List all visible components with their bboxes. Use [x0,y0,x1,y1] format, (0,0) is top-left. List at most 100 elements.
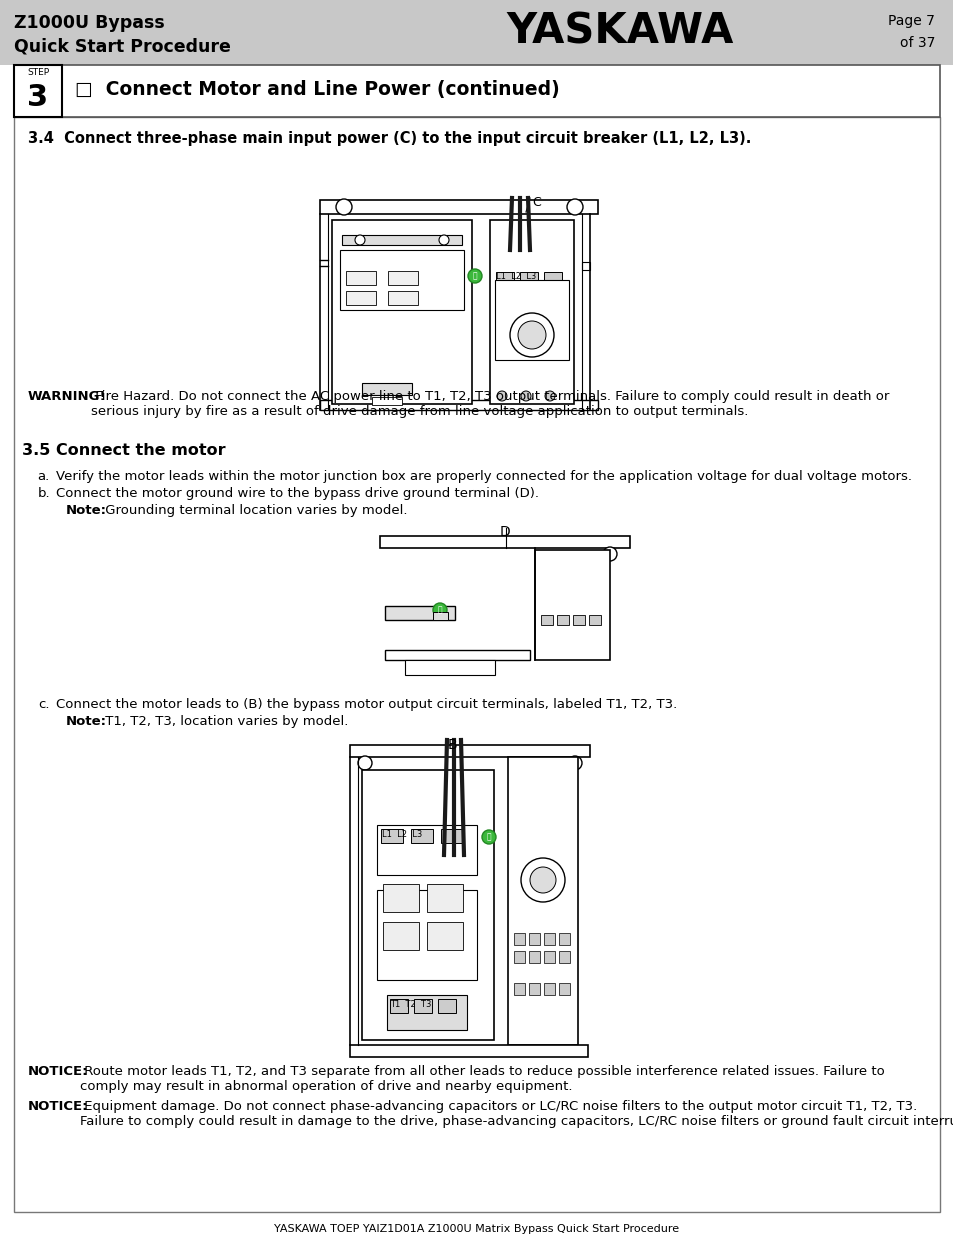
Text: Route motor leads T1, T2, and T3 separate from all other leads to reduce possibl: Route motor leads T1, T2, and T3 separat… [80,1065,883,1093]
Bar [319,200,598,214]
Bar [388,291,417,305]
Bar [405,659,495,676]
Bar [440,829,462,844]
Text: Equipment damage. Do not connect phase-advancing capacitors or LC/RC noise filte: Equipment damage. Do not connect phase-a… [80,1100,953,1128]
Text: 3: 3 [28,83,49,112]
Bar [581,262,589,270]
Text: NOTICE:: NOTICE: [28,1065,89,1078]
Bar [543,983,555,995]
Bar [519,272,537,284]
Bar [558,951,569,963]
Text: YASKAWA: YASKAWA [506,11,733,53]
Bar [385,606,455,620]
Bar [507,757,578,1045]
Bar [588,615,600,625]
Bar [339,249,463,310]
Circle shape [520,858,564,902]
Bar [529,951,539,963]
Text: L1  L2  L3: L1 L2 L3 [381,830,422,839]
Bar [387,995,467,1030]
Bar [319,400,598,410]
Text: Page 7: Page 7 [887,14,934,28]
Bar [543,272,561,284]
Bar [0,0,953,65]
Bar [14,65,62,117]
Circle shape [517,321,545,350]
Circle shape [355,235,365,245]
Circle shape [357,756,372,769]
Text: T1, T2, T3, location varies by model.: T1, T2, T3, location varies by model. [101,715,348,727]
Bar [385,650,530,659]
Text: STEP: STEP [27,68,49,77]
Bar [514,983,524,995]
Text: c.: c. [38,698,50,711]
Text: Verify the motor leads within the motor junction box are properly connected for : Verify the motor leads within the motor … [56,471,911,483]
Bar [372,396,401,405]
Bar [558,932,569,945]
Circle shape [520,391,531,401]
Bar [514,951,524,963]
Bar [380,829,402,844]
Bar [382,884,418,911]
Text: C: C [532,196,540,209]
Bar [529,983,539,995]
Bar [427,923,462,950]
Text: Quick Start Procedure: Quick Start Procedure [14,38,231,56]
Text: WARNING!: WARNING! [28,390,107,403]
Circle shape [530,867,556,893]
Bar [529,932,539,945]
Bar [382,923,418,950]
Text: ⏚: ⏚ [486,832,491,841]
Text: D: D [499,525,510,538]
Bar [535,550,609,659]
Bar [332,220,472,404]
Bar [14,117,939,1212]
Bar [376,890,476,981]
Bar [543,932,555,945]
Bar [388,270,417,285]
Circle shape [567,756,581,769]
Bar [427,884,462,911]
Circle shape [335,199,352,215]
Bar [361,383,412,395]
Circle shape [544,391,555,401]
Bar [540,615,553,625]
Text: Note:: Note: [66,715,107,727]
Text: Connect the motor leads to (B) the bypass motor output circuit terminals, labele: Connect the motor leads to (B) the bypas… [56,698,677,711]
Circle shape [497,391,506,401]
Text: ⏚: ⏚ [472,272,476,280]
Bar [557,615,568,625]
Bar [437,999,456,1013]
Circle shape [510,312,554,357]
Text: Connect the motor ground wire to the bypass drive ground terminal (D).: Connect the motor ground wire to the byp… [56,487,538,500]
Circle shape [602,547,617,561]
Bar [433,613,448,620]
Text: L1  L2  L3: L1 L2 L3 [496,272,536,282]
Text: YASKAWA TOEP YAIZ1D01A Z1000U Matrix Bypass Quick Start Procedure: YASKAWA TOEP YAIZ1D01A Z1000U Matrix Byp… [274,1224,679,1234]
Circle shape [433,603,447,618]
Text: of 37: of 37 [899,36,934,49]
Text: ⏚: ⏚ [437,605,442,615]
Bar [361,769,494,1040]
Bar [514,932,524,945]
Bar [490,220,574,404]
Bar [346,270,375,285]
Text: Grounding terminal location varies by model.: Grounding terminal location varies by mo… [101,504,407,517]
Text: Z1000U Bypass: Z1000U Bypass [14,14,165,32]
Text: 3.4  Connect three-phase main input power (C) to the input circuit breaker (L1, : 3.4 Connect three-phase main input power… [28,131,751,146]
Bar [14,65,939,117]
Text: T1  T2  T3: T1 T2 T3 [390,1000,431,1009]
Bar [573,615,584,625]
Text: B: B [448,739,457,752]
Circle shape [468,269,481,283]
Circle shape [566,199,582,215]
Bar [350,745,589,757]
Text: NOTICE:: NOTICE: [28,1100,89,1113]
Text: Note:: Note: [66,504,107,517]
Text: □  Connect Motor and Line Power (continued): □ Connect Motor and Line Power (continue… [75,80,559,99]
Bar [376,825,476,876]
Bar [346,291,375,305]
Bar [411,829,433,844]
Circle shape [481,830,496,844]
Circle shape [438,235,449,245]
